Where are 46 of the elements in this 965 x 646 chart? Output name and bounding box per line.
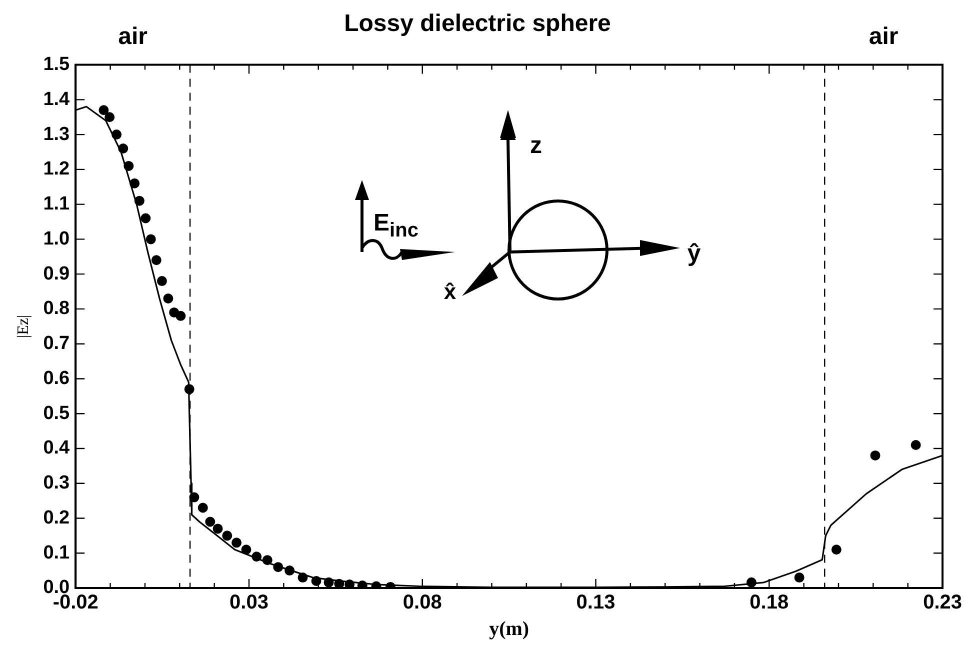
x-tick-label: 0.13 — [576, 592, 616, 614]
point — [232, 538, 242, 548]
text: air — [868, 22, 898, 51]
x-axis-title: y(m) — [489, 618, 530, 640]
y-tick-label: 1.5 — [43, 54, 70, 76]
text: air — [118, 22, 148, 51]
annotation: E$_{inc}$ — [374, 210, 418, 242]
point — [205, 516, 216, 527]
y-tick-label: 0.6 — [43, 368, 70, 389]
y-tick-label: 1.3 — [43, 124, 70, 145]
y-tick-label: 1.1 — [43, 194, 70, 215]
point — [98, 105, 109, 116]
y-tick-label: 0.4 — [43, 438, 70, 459]
point — [163, 293, 174, 304]
point — [222, 530, 232, 541]
point — [794, 572, 804, 583]
y-axis-title: |Ez| — [14, 314, 32, 338]
y-tick-label: 0.2 — [43, 507, 70, 528]
y-tick-label: 0.1 — [43, 542, 70, 564]
point — [151, 255, 162, 266]
x-tick-label: 0.08 — [402, 592, 442, 614]
point — [212, 524, 223, 534]
x-tick-label: 0.23 — [923, 592, 962, 614]
y-tick-label: 1.2 — [43, 158, 70, 180]
point — [198, 502, 208, 513]
point — [176, 310, 186, 321]
y-tick-label: 1.4 — [43, 88, 70, 110]
point — [140, 213, 151, 224]
y-tick-label: 0.9 — [43, 263, 70, 284]
annotation: z — [530, 132, 542, 160]
point — [156, 276, 167, 286]
point — [831, 544, 842, 555]
point — [910, 440, 921, 450]
chart-title: Lossy dielectric sphere — [344, 10, 611, 38]
y-tick-label: 0.3 — [43, 472, 70, 494]
point — [870, 450, 880, 460]
annotation: x̂ — [444, 279, 456, 305]
point — [146, 234, 156, 244]
point — [104, 112, 115, 122]
y-tick-label: 0.8 — [43, 298, 70, 320]
y-tick-label: 1.0 — [43, 228, 70, 250]
y-tick-label: 0.5 — [43, 402, 70, 424]
x-tick-label: 0.18 — [750, 592, 789, 614]
y-tick-label: 0.7 — [43, 333, 70, 354]
annotation: ŷ — [687, 240, 701, 268]
x-tick-label: 0.03 — [230, 592, 268, 614]
